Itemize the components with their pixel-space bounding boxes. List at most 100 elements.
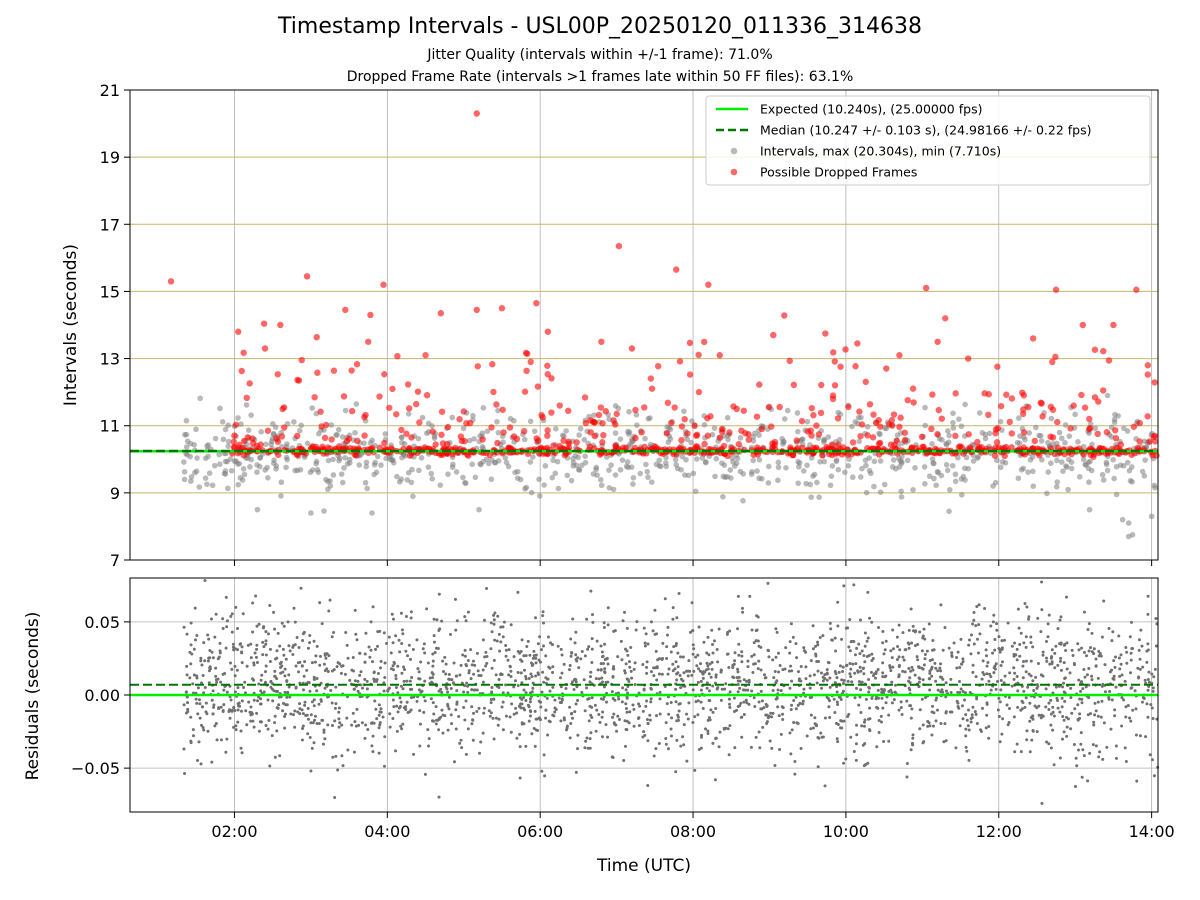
residual-point	[288, 649, 292, 653]
residual-point	[811, 624, 815, 628]
residual-point	[870, 652, 874, 656]
interval-point	[425, 464, 432, 470]
residual-point	[866, 636, 870, 640]
dropped-frame-point	[822, 330, 829, 337]
residual-point	[1016, 607, 1020, 611]
residual-point	[728, 629, 732, 633]
residual-point	[840, 678, 844, 682]
residual-point	[447, 707, 451, 711]
residual-point	[1006, 621, 1010, 625]
residual-point	[899, 706, 903, 710]
residual-point	[568, 663, 572, 667]
residual-point	[235, 668, 239, 672]
dropped-frame-point	[527, 358, 534, 366]
residual-point	[697, 667, 701, 671]
residual-point	[883, 648, 887, 652]
residual-point	[677, 702, 681, 706]
residual-point	[1015, 647, 1019, 651]
legend-entry-label: Median (10.247 +/- 0.103 s), (24.98166 +…	[760, 123, 1091, 138]
residual-point	[779, 732, 783, 736]
interval-point	[890, 457, 897, 463]
residual-point	[231, 642, 235, 646]
dropped-frame-point	[1067, 425, 1074, 432]
residual-point	[597, 677, 601, 681]
interval-point	[1080, 456, 1087, 463]
dropped-frame-point	[438, 431, 445, 439]
residual-point	[472, 688, 476, 692]
residual-point	[960, 704, 964, 708]
residual-point	[467, 669, 471, 673]
interval-point	[333, 432, 339, 438]
residual-point	[638, 704, 642, 708]
residual-point	[972, 642, 976, 646]
residual-point	[519, 658, 523, 662]
residual-point	[336, 661, 340, 665]
residual-point	[676, 713, 680, 717]
dropped-frame-point	[974, 438, 981, 446]
residual-point	[817, 736, 821, 740]
interval-point	[1124, 459, 1131, 466]
interval-point	[952, 471, 959, 478]
dropped-frame-point	[438, 408, 446, 415]
interval-point	[1056, 429, 1063, 436]
residual-point	[613, 629, 617, 633]
residual-point	[808, 674, 812, 678]
residual-point	[208, 648, 212, 652]
residual-point	[777, 748, 781, 752]
residual-point	[446, 728, 450, 732]
interval-point	[471, 436, 477, 442]
residual-point	[849, 735, 853, 739]
residual-point	[496, 614, 500, 618]
residual-point	[861, 666, 865, 670]
y-tick-label: 21	[100, 81, 120, 100]
interval-point	[727, 467, 734, 473]
residual-point	[199, 659, 203, 663]
residual-point	[590, 660, 594, 664]
interval-point	[181, 459, 187, 465]
residual-point	[1152, 774, 1156, 778]
residual-point	[326, 669, 330, 673]
residual-point	[434, 646, 438, 650]
intervals-plot-frame	[129, 89, 1159, 561]
residual-point	[927, 622, 931, 626]
interval-point	[781, 416, 788, 422]
dropped-frame-point	[857, 433, 864, 440]
residual-point	[616, 714, 620, 718]
interval-point	[418, 455, 425, 461]
residual-point	[262, 645, 266, 649]
residual-point	[350, 723, 354, 727]
residual-point	[911, 668, 915, 672]
residual-point	[789, 622, 793, 626]
dropped-frame-point	[581, 394, 589, 401]
residual-point	[901, 669, 905, 673]
interval-point	[673, 461, 679, 468]
residual-point	[200, 681, 204, 685]
residual-point	[696, 713, 700, 717]
residual-point	[1080, 697, 1084, 701]
residual-point	[984, 654, 988, 658]
residual-point	[293, 620, 297, 624]
residual-point	[201, 674, 205, 678]
dropped-frame-point	[313, 334, 320, 341]
residual-point	[875, 745, 879, 749]
residual-point	[970, 716, 974, 720]
residual-point	[270, 734, 274, 738]
residual-point	[1065, 667, 1069, 671]
residual-point	[1047, 707, 1051, 711]
interval-point	[825, 434, 832, 440]
residual-point	[524, 675, 528, 679]
residual-point	[956, 701, 960, 705]
residual-point	[895, 635, 899, 639]
dropped-frame-point	[311, 394, 318, 401]
residual-point	[599, 644, 603, 648]
residual-point	[560, 671, 564, 675]
residual-point	[1044, 705, 1048, 709]
residual-point	[562, 662, 566, 666]
interval-point	[550, 457, 556, 464]
residual-point	[375, 678, 379, 682]
residual-point	[528, 691, 532, 695]
interval-point	[598, 482, 605, 489]
residual-point	[816, 643, 820, 647]
dropped-frame-point	[274, 438, 282, 445]
residual-point	[222, 703, 226, 707]
